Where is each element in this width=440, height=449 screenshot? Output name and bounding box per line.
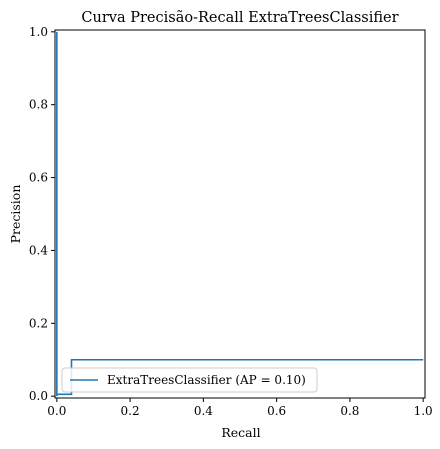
x-tick-label: 0.6 (267, 404, 286, 418)
y-axis-label: Precision (8, 185, 23, 244)
axes-frame (54, 29, 426, 399)
x-tick-label: 0.2 (121, 404, 140, 418)
y-tick-label: 1.0 (29, 25, 48, 39)
y-tick-label: 0.0 (29, 389, 48, 403)
chart-title: Curva Precisão-Recall ExtraTreesClassifi… (81, 10, 398, 26)
y-tick-label: 0.8 (29, 98, 48, 112)
y-tick-label: 0.6 (29, 171, 48, 185)
y-tick-label: 0.4 (29, 243, 48, 257)
series-layer (56, 31, 424, 397)
y-tick-label: 0.2 (29, 316, 48, 330)
legend-box (61, 367, 318, 393)
x-axis-ticks: 0.0 0.2 0.4 0.6 0.8 1.0 (47, 398, 433, 418)
x-axis-label: Recall (221, 425, 260, 440)
x-tick-label: 0.8 (340, 404, 359, 418)
legend: ExtraTreesClassifier (AP = 0.10) (61, 367, 318, 393)
x-tick-label: 0.0 (47, 404, 66, 418)
pr-curve-line (56, 31, 424, 397)
x-tick-label: 1.0 (414, 404, 433, 418)
x-tick-label: 0.4 (194, 404, 213, 418)
plot-area: 0.0 0.2 0.4 0.6 0.8 1.0 0.0 0.2 0.4 0.6 0.8 1.0 Ex… (29, 25, 433, 418)
legend-label: ExtraTreesClassifier (AP = 0.10) (107, 373, 306, 387)
y-axis-ticks: 0.0 0.2 0.4 0.6 0.8 1.0 (29, 25, 55, 403)
